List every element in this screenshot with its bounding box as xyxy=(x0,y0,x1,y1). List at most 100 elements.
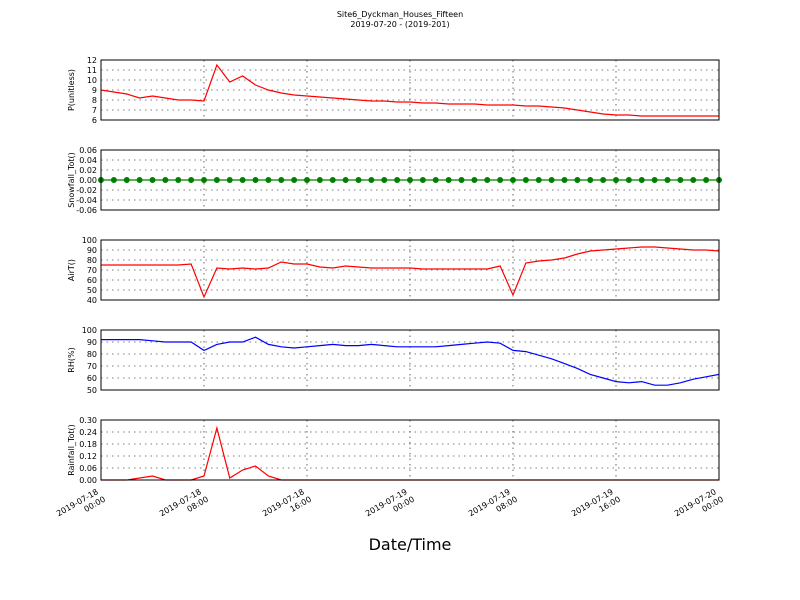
data-point xyxy=(458,177,465,183)
y-axis-label: Rainfall_Tot() xyxy=(67,424,76,476)
data-point xyxy=(407,177,413,183)
y-tick-label: 100 xyxy=(82,326,97,335)
data-point xyxy=(587,177,594,183)
data-point xyxy=(703,177,710,183)
data-point xyxy=(149,177,156,183)
y-tick-label: 60 xyxy=(87,276,97,285)
y-tick-label: -0.04 xyxy=(76,196,97,205)
plot-frame xyxy=(100,419,720,481)
data-point xyxy=(613,177,619,183)
y-tick-label: 90 xyxy=(87,338,97,347)
plot-frame xyxy=(100,239,720,301)
y-tick-label: 90 xyxy=(87,246,97,255)
data-point xyxy=(535,177,542,183)
y-tick-label: 7 xyxy=(92,106,97,115)
y-tick-label: 12 xyxy=(87,56,97,65)
data-point xyxy=(123,177,130,183)
data-point xyxy=(381,177,388,183)
data-point xyxy=(342,177,349,183)
data-point xyxy=(651,177,658,183)
x-tick-label: 2019-07-18 16:00 xyxy=(261,486,313,527)
plot-frame xyxy=(100,329,720,391)
data-point xyxy=(625,177,632,183)
data-point xyxy=(368,177,375,183)
x-tick-label: 2019-07-20 00:00 xyxy=(673,486,725,527)
plot-frame xyxy=(100,59,720,121)
data-point xyxy=(664,177,671,183)
data-point xyxy=(690,177,697,183)
y-axis-label: RH(%) xyxy=(67,347,76,372)
data-point xyxy=(394,177,401,183)
x-tick-label: 2019-07-18 08:00 xyxy=(158,486,210,527)
data-point xyxy=(316,177,323,183)
data-point xyxy=(175,177,182,183)
data-point xyxy=(600,177,607,183)
data-point xyxy=(226,177,233,183)
x-tick-label: 2019-07-19 08:00 xyxy=(467,486,519,527)
y-tick-label: 0.06 xyxy=(79,146,97,155)
y-tick-label: 100 xyxy=(82,236,97,245)
data-point xyxy=(188,177,195,183)
data-line xyxy=(101,336,720,386)
data-point xyxy=(471,177,478,183)
y-axis-label: Snowfall_Tot() xyxy=(67,152,76,208)
data-point xyxy=(432,177,439,183)
data-point xyxy=(110,177,117,183)
y-tick-label: 10 xyxy=(87,76,97,85)
data-point xyxy=(574,177,581,183)
y-tick-label: 50 xyxy=(87,386,97,395)
y-tick-label: 0.18 xyxy=(79,440,97,449)
data-point xyxy=(484,177,491,183)
data-point xyxy=(213,177,220,183)
data-point xyxy=(677,177,684,183)
data-point xyxy=(355,177,362,183)
data-point xyxy=(278,177,285,183)
y-tick-label: 0.00 xyxy=(79,176,97,185)
y-tick-label: 6 xyxy=(92,116,97,125)
y-tick-label: 40 xyxy=(87,296,97,305)
y-tick-label: 60 xyxy=(87,374,97,383)
data-point xyxy=(638,177,645,183)
y-tick-label: 0.04 xyxy=(79,156,97,165)
data-point xyxy=(497,177,504,183)
y-tick-label: 0.06 xyxy=(79,464,97,473)
y-tick-label: 50 xyxy=(87,286,97,295)
y-axis-label: P(unitless) xyxy=(67,69,76,111)
data-point xyxy=(239,177,246,183)
data-point xyxy=(136,177,143,183)
x-tick-label: 2019-07-19 16:00 xyxy=(570,486,622,527)
y-tick-label: 0.24 xyxy=(79,428,97,437)
data-point xyxy=(419,177,426,183)
data-point xyxy=(522,177,529,183)
y-tick-label: 70 xyxy=(87,266,97,275)
y-tick-label: -0.02 xyxy=(76,186,97,195)
y-tick-label: 0.02 xyxy=(79,166,97,175)
data-point xyxy=(561,177,568,183)
x-axis-label: Date/Time xyxy=(369,535,452,554)
x-tick-label: 2019-07-18 00:00 xyxy=(55,486,107,527)
y-tick-label: 80 xyxy=(87,256,97,265)
data-line xyxy=(101,246,720,299)
chart-subtitle: 2019-07-20 - (2019-201) xyxy=(350,20,449,29)
y-tick-label: 8 xyxy=(92,96,97,105)
data-point xyxy=(548,177,555,183)
x-tick-label: 2019-07-19 00:00 xyxy=(364,486,416,527)
y-tick-label: 0.30 xyxy=(79,416,97,425)
chart-title: Site6_Dyckman_Houses_Fifteen xyxy=(337,10,463,19)
y-tick-label: 80 xyxy=(87,350,97,359)
data-point xyxy=(252,177,259,183)
y-tick-label: -0.06 xyxy=(76,206,97,215)
plot-frame xyxy=(100,149,720,211)
data-point xyxy=(329,177,336,183)
y-tick-label: 11 xyxy=(87,66,97,75)
data-point xyxy=(201,177,207,183)
y-tick-label: 70 xyxy=(87,362,97,371)
data-point xyxy=(265,177,272,183)
data-point xyxy=(291,177,298,183)
y-axis-label: AirT() xyxy=(67,259,76,281)
y-tick-label: 9 xyxy=(92,86,97,95)
y-tick-label: 0.12 xyxy=(79,452,97,461)
y-tick-label: 0.00 xyxy=(79,476,97,485)
data-line xyxy=(100,63,719,117)
